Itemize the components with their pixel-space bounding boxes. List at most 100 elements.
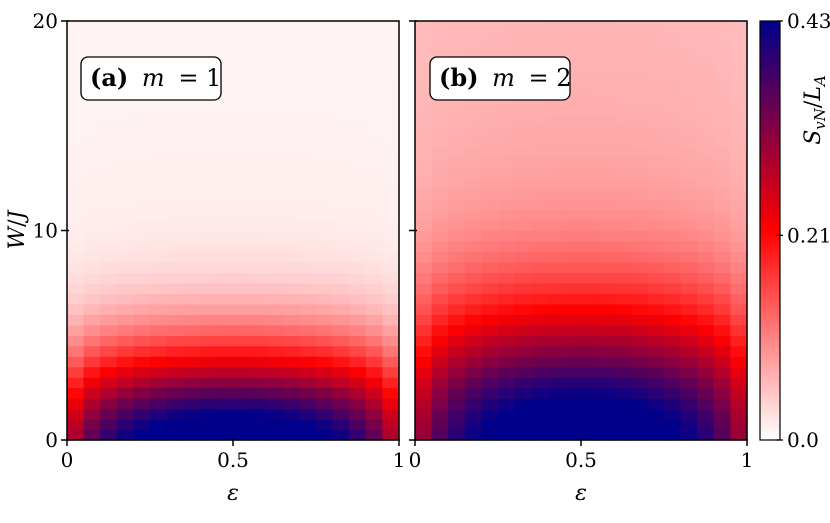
heatmap-cell [448, 324, 466, 336]
heatmap-cell [498, 366, 516, 378]
heatmap-cell [249, 157, 267, 169]
heatmap-cell [199, 178, 217, 190]
heatmap-cell [564, 136, 582, 148]
heatmap-cell [614, 429, 632, 441]
heatmap-cell [614, 136, 632, 148]
heatmap-cell [647, 251, 665, 263]
heatmap-cell [664, 230, 682, 242]
heatmap-cell [664, 356, 682, 368]
heatmap-cell [233, 178, 251, 190]
heatmap-cell [166, 157, 184, 169]
heatmap-cell [431, 115, 449, 127]
heatmap-cell [713, 335, 731, 347]
heatmap-cell [133, 136, 151, 148]
heatmap-cell [531, 398, 549, 410]
heatmap-cell [266, 220, 284, 232]
heatmap-cell [166, 345, 184, 357]
heatmap-cell [199, 335, 217, 347]
heatmap-cell [183, 188, 201, 200]
heatmap-cell [697, 115, 715, 127]
heatmap-cell [299, 230, 317, 242]
heatmap-cell [299, 387, 317, 399]
heatmap-cell [332, 251, 350, 263]
heatmap-cell [630, 240, 648, 253]
heatmap-cell [581, 220, 599, 232]
heatmap-cell [282, 398, 300, 410]
heatmap-cell [514, 21, 532, 33]
heatmap-cell [630, 157, 648, 169]
heatmap-cell [564, 303, 582, 315]
heatmap-cell [150, 31, 168, 43]
heatmap-cell [100, 366, 118, 378]
heatmap-cell [249, 387, 267, 399]
heatmap-cell [697, 324, 715, 336]
heatmap-cell [282, 21, 300, 33]
heatmap-cell [233, 377, 251, 389]
heatmap-cell [647, 73, 665, 85]
heatmap-cell [664, 199, 682, 211]
heatmap-cell [150, 251, 168, 263]
heatmap-cell [382, 188, 400, 200]
heatmap-cell [216, 230, 234, 242]
heatmap-cell [382, 366, 400, 378]
heatmap-cell [597, 146, 615, 158]
heatmap-cell [713, 73, 731, 85]
heatmap-cell [630, 199, 648, 211]
heatmap-cell [382, 230, 400, 242]
heatmap-cell [166, 41, 184, 54]
heatmap-cell [233, 356, 251, 368]
heatmap-cell [697, 387, 715, 399]
heatmap-cell [166, 387, 184, 399]
heatmap-cell [249, 398, 267, 410]
heatmap-cell [332, 398, 350, 410]
heatmap-cell [299, 52, 317, 64]
heatmap-cell [199, 398, 217, 410]
heatmap-cell [349, 240, 367, 253]
heatmap-cell [133, 261, 151, 273]
heatmap-cell [415, 73, 433, 85]
heatmap-cell [697, 272, 715, 284]
heatmap-cell [150, 261, 168, 273]
heatmap-cell [415, 188, 433, 200]
heatmap-cell [67, 125, 85, 137]
heatmap-cell [133, 314, 151, 326]
heatmap-cell [100, 293, 118, 305]
heatmap-cell [680, 272, 698, 284]
heatmap-cell [166, 429, 184, 441]
heatmap-cell [216, 408, 234, 420]
heatmap-cell [133, 272, 151, 284]
heatmap-cell [697, 31, 715, 43]
heatmap-cell [448, 240, 466, 253]
heatmap-cell [597, 324, 615, 336]
heatmap-cell [514, 240, 532, 253]
heatmap-cell [680, 167, 698, 179]
heatmap-cell [597, 136, 615, 148]
heatmap-cell [299, 178, 317, 190]
heatmap-cell [514, 261, 532, 273]
heatmap-cell [564, 125, 582, 137]
heatmap-cell [349, 146, 367, 158]
heatmap-cell [498, 178, 516, 190]
colorbar-gradient [759, 20, 781, 441]
heatmap-cell [514, 167, 532, 179]
heatmap-cell [697, 146, 715, 158]
heatmap-cell [100, 272, 118, 284]
heatmap-cell [67, 282, 85, 294]
heatmap-cell [67, 136, 85, 148]
heatmap-cell [697, 199, 715, 211]
heatmap-cell [332, 377, 350, 389]
heatmap-cell [481, 345, 499, 357]
heatmap-cell [150, 146, 168, 158]
heatmap-cell [680, 62, 698, 74]
heatmap-cell [547, 115, 565, 127]
heatmap-cell [647, 303, 665, 315]
heatmap-cell [514, 251, 532, 263]
heatmap-cell [481, 387, 499, 399]
heatmap-cell [630, 62, 648, 74]
heatmap-cell [697, 178, 715, 190]
heatmap-cell [299, 125, 317, 137]
heatmap-cell [498, 429, 516, 441]
heatmap-cell [199, 115, 217, 127]
heatmap-cell [713, 356, 731, 368]
heatmap-cell [431, 251, 449, 263]
